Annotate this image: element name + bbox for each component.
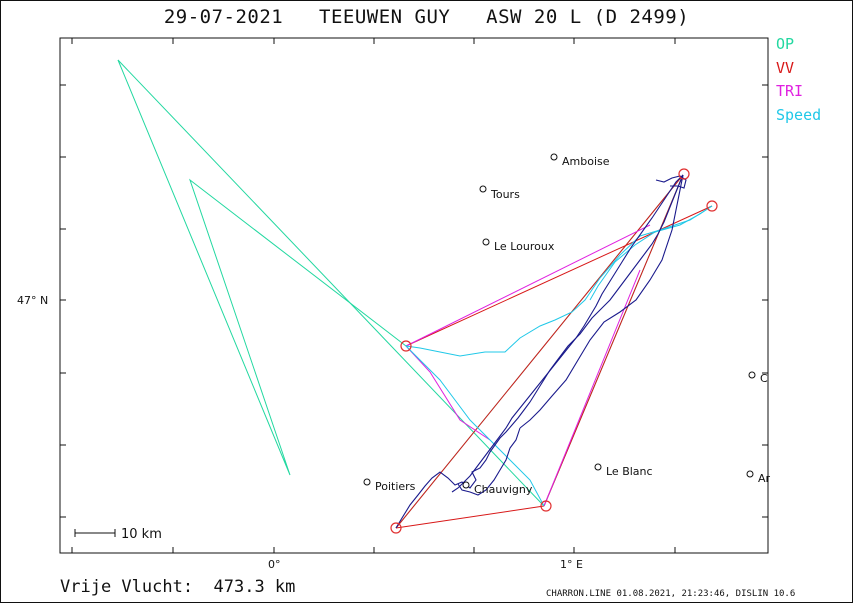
place-label-tours: Tours [490, 188, 520, 201]
legend-item-op: OP [776, 35, 795, 53]
place-marker-poitiers [363, 478, 371, 486]
place-label-c: C [760, 372, 768, 385]
turnpoint-west [400, 340, 412, 352]
bottom-ticks [71, 547, 676, 553]
top-ticks [71, 38, 676, 44]
place-marker-amboise [550, 153, 558, 161]
turnpoint-markers [390, 168, 718, 534]
turnpoint-east [706, 200, 718, 212]
place-marker-le-blanc [594, 463, 602, 471]
flight-trace [395, 174, 687, 529]
turnpoint-north [678, 168, 690, 180]
software-footer: CHARRON.LINE 01.08.2021, 21:23:46, DISLI… [546, 589, 796, 599]
place-label-ar: Ar [758, 472, 771, 485]
place-label-le-louroux: Le Louroux [494, 240, 555, 253]
legend-item-vv: VV [776, 58, 795, 77]
place-marker-chauvigny [462, 481, 470, 489]
place-label-chauvigny: Chauvigny [474, 483, 533, 496]
place-markers [363, 153, 756, 489]
lon-label-0: 0° [268, 558, 281, 571]
map-title: 29-07-2021 TEEUWEN GUY ASW 20 L (D 2499) [163, 6, 690, 28]
op-task-lines [117, 59, 684, 529]
scale-label: 10 km [121, 527, 162, 542]
place-label-le-blanc: Le Blanc [606, 465, 653, 478]
turnpoint-start [390, 522, 402, 534]
left-ticks [60, 84, 66, 518]
turnpoint-south [540, 500, 552, 512]
lon-label-1e: 1° E [560, 558, 583, 571]
place-marker-ar [746, 470, 754, 478]
scale-bar [74, 529, 116, 537]
legend: OP VV TRI Speed [776, 33, 821, 127]
place-marker-c [748, 371, 756, 379]
place-marker-le-louroux [482, 238, 490, 246]
place-label-amboise: Amboise [562, 155, 610, 168]
right-ticks [762, 84, 768, 518]
map-frame [59, 37, 769, 554]
speed-track [404, 205, 713, 507]
place-marker-tours [479, 185, 487, 193]
legend-item-speed: Speed [776, 105, 822, 124]
lat-label-47n: 47° N [17, 294, 48, 307]
place-label-poitiers: Poitiers [375, 480, 416, 493]
legend-item-tri: TRI [776, 82, 804, 100]
free-flight-distance: Vrije Vlucht: 473.3 km [60, 577, 296, 597]
